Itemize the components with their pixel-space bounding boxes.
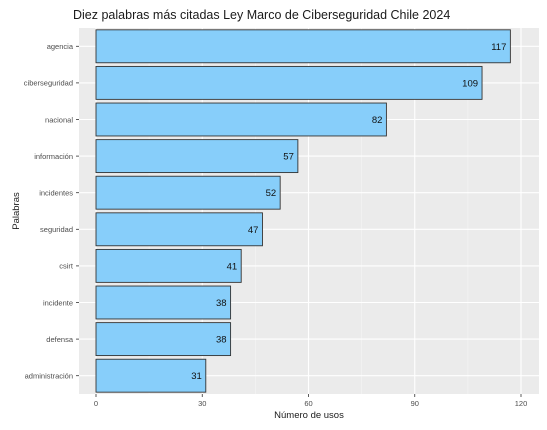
category-label: agencia xyxy=(47,42,74,51)
data-label-defensa: 38 xyxy=(216,335,227,346)
x-tick-label: 90 xyxy=(411,399,419,408)
data-label-agencia: 117 xyxy=(491,42,506,53)
data-label-nacional: 82 xyxy=(372,115,383,126)
category-label: seguridad xyxy=(40,225,73,234)
bar-administración xyxy=(95,358,207,393)
x-axis-title: Número de usos xyxy=(274,410,344,421)
bar-nacional xyxy=(95,102,387,137)
data-label-csirt: 41 xyxy=(227,261,238,272)
x-tick-label: 60 xyxy=(304,399,312,408)
data-label-información: 57 xyxy=(283,152,294,163)
data-label-seguridad: 47 xyxy=(248,225,259,236)
category-label: información xyxy=(34,152,73,161)
x-tick-label: 30 xyxy=(198,399,206,408)
bar-defensa xyxy=(95,322,232,357)
bar-incidente xyxy=(95,285,232,320)
bar-agencia xyxy=(95,29,511,64)
category-label: csirt xyxy=(59,262,74,271)
category-label: defensa xyxy=(46,335,74,344)
category-label: administración xyxy=(25,372,73,381)
data-label-ciberseguridad: 109 xyxy=(462,78,478,89)
bar-incidentes xyxy=(95,175,281,210)
category-label: nacional xyxy=(45,115,73,124)
bar-csirt xyxy=(95,248,242,283)
y-axis-title: Palabras xyxy=(11,192,22,230)
data-label-administración: 31 xyxy=(191,371,202,382)
chart-title: Diez palabras más citadas Ley Marco de C… xyxy=(73,8,450,22)
x-axis-ticks: 0 30 60 90 120 xyxy=(94,394,527,408)
data-label-incidente: 38 xyxy=(216,298,227,309)
x-tick-label: 0 xyxy=(94,399,98,408)
bars-group: 117 109 82 57 52 47 41 38 38 31 xyxy=(95,29,511,393)
data-label-incidentes: 52 xyxy=(266,188,277,199)
category-label: ciberseguridad xyxy=(24,79,73,88)
category-label: incidente xyxy=(43,298,73,307)
category-labels: agencia ciberseguridad nacional información… xyxy=(24,42,79,381)
category-label: incidentes xyxy=(39,189,73,198)
bar-información xyxy=(95,139,299,174)
bar-seguridad xyxy=(95,212,263,247)
x-tick-label: 120 xyxy=(515,399,528,408)
bar-ciberseguridad xyxy=(95,65,483,100)
